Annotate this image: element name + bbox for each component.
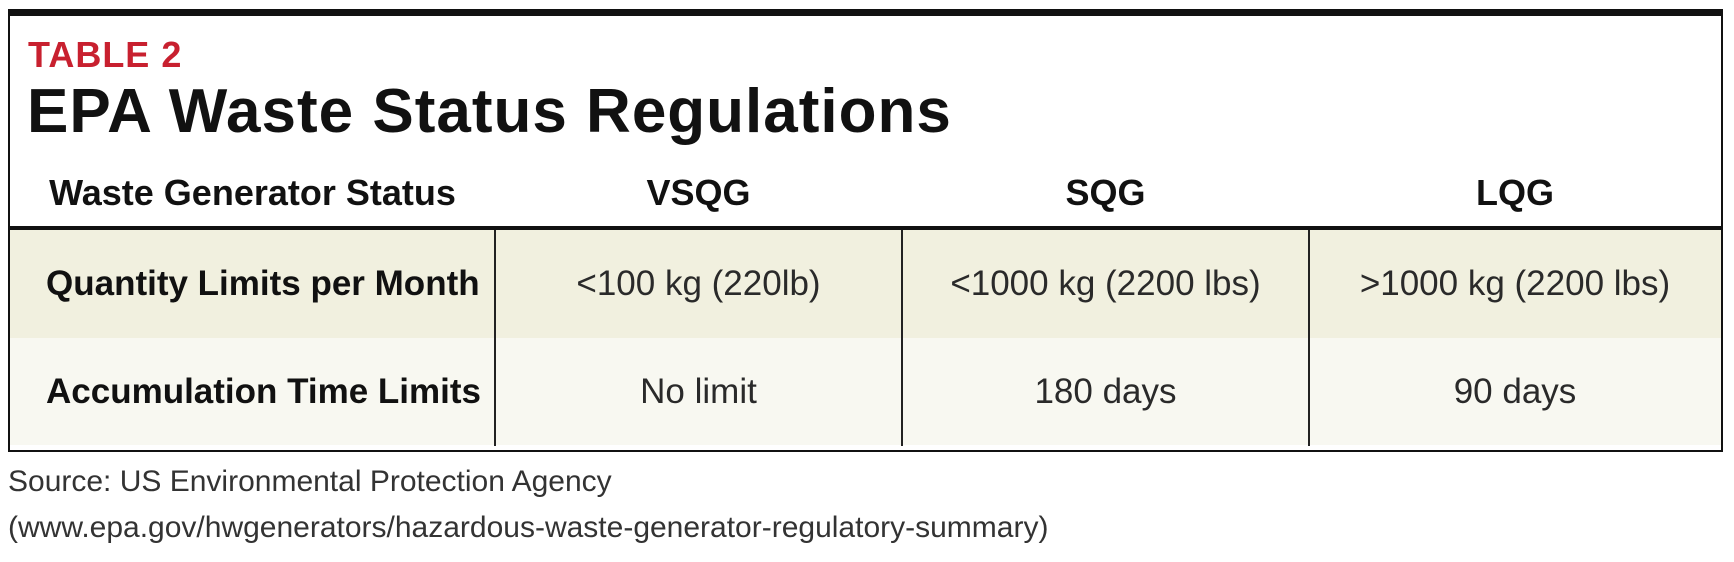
header-rule <box>8 226 1723 230</box>
column-header: SQG <box>1065 172 1146 213</box>
table-frame <box>8 9 1723 452</box>
column-header: Waste Generator Status <box>49 172 456 213</box>
row-header: Accumulation Time Limits <box>10 338 495 445</box>
column-header: LQG <box>1476 172 1554 213</box>
cell: No limit <box>495 338 902 445</box>
cell: 180 days <box>902 338 1309 445</box>
source-line: (www.epa.gov/hwgenerators/hazardous-wast… <box>8 511 1049 544</box>
column-divider <box>494 230 496 446</box>
cell: <100 kg (220lb) <box>495 230 902 338</box>
cell: 90 days <box>1309 338 1721 445</box>
column-header: VSQG <box>646 172 751 213</box>
row-header: Quantity Limits per Month <box>10 230 495 338</box>
column-divider <box>901 230 903 446</box>
source-line: Source: US Environmental Protection Agen… <box>8 465 612 498</box>
cell: >1000 kg (2200 lbs) <box>1309 230 1721 338</box>
table-title: EPA Waste Status Regulations <box>27 77 952 146</box>
table-label: TABLE 2 <box>28 34 183 75</box>
column-divider <box>1308 230 1310 446</box>
cell: <1000 kg (2200 lbs) <box>902 230 1309 338</box>
